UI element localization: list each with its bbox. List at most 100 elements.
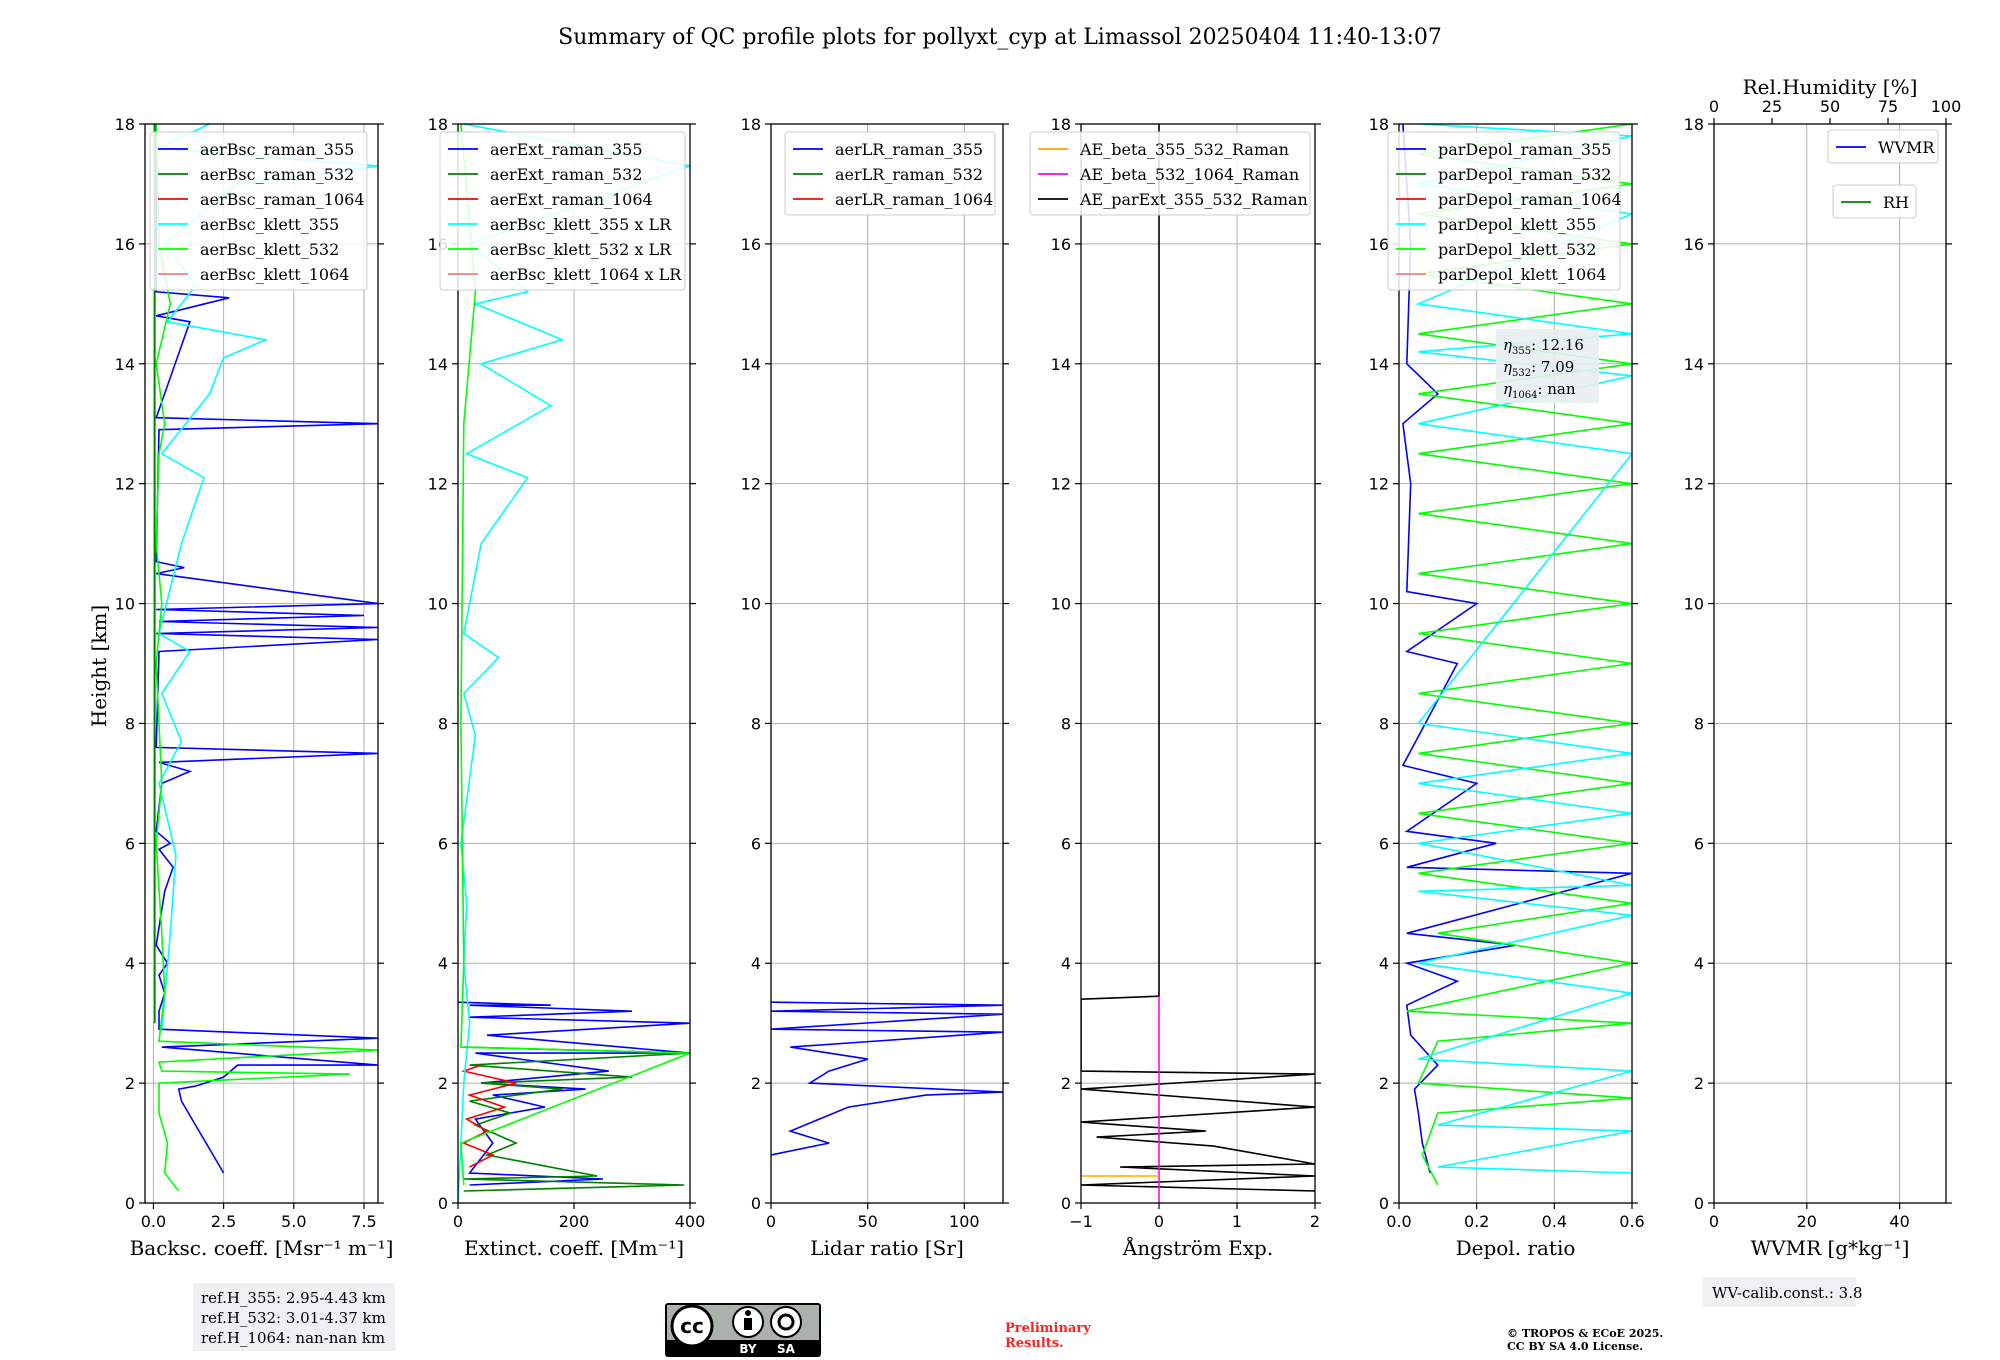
series-group	[1401, 124, 1632, 1186]
top-tick-label: 50	[1820, 97, 1840, 116]
wv-calib-box	[1703, 1277, 1856, 1307]
y-tick-label: 10	[428, 595, 448, 614]
axes-frame	[144, 123, 379, 1204]
legend-entry: AE_beta_355_532_Raman	[1079, 140, 1289, 159]
top-tick-label: 25	[1762, 97, 1782, 116]
y-tick-label: 6	[1694, 834, 1704, 853]
legend-entry: aerBsc_klett_532 x LR	[490, 240, 672, 259]
y-tick-label: 18	[1369, 115, 1389, 134]
y-tick-label: 0	[438, 1194, 448, 1213]
top-tick-label: 75	[1878, 97, 1898, 116]
x-tick-label: 1	[1232, 1212, 1242, 1231]
ref-heights-box	[193, 1283, 395, 1351]
series-parDepol_klett_355	[1415, 124, 1632, 1174]
y-tick-label: 0	[1379, 1194, 1389, 1213]
y-tick-label: 2	[1061, 1074, 1071, 1093]
eta-box	[1496, 329, 1599, 403]
y-tick-label: 16	[115, 235, 135, 254]
top-tick-label: 0	[1709, 97, 1719, 116]
axes-frame	[1080, 123, 1316, 1204]
y-tick-label: 8	[125, 714, 135, 733]
y-tick-label: 14	[1051, 355, 1071, 374]
x-tick-label: 0.6	[1619, 1212, 1644, 1231]
x-tick-label: 0	[1154, 1212, 1164, 1231]
x-tick-label: 400	[675, 1212, 706, 1231]
y-tick-label: 8	[1061, 714, 1071, 733]
eta-532: η532: 7.09	[1503, 358, 1574, 379]
axes-frame	[1713, 123, 1947, 1204]
y-tick-label: 10	[1684, 595, 1704, 614]
x-axis-label: WVMR [g*kg⁻¹]	[1751, 1236, 1910, 1260]
series-group	[1081, 124, 1315, 1203]
panel-lr: 0 50 100 0 2 4 6 8 10 12 14 16 18 Lidar ratio [Sr] aer…	[741, 115, 1009, 1260]
top-axis-label: Rel.Humidity [%]	[1743, 75, 1918, 99]
preliminary-note-2: Results.	[1005, 1336, 1064, 1351]
y-tick-label: 8	[751, 714, 761, 733]
legend-entry: WVMR	[1878, 138, 1935, 157]
series-group	[771, 1001, 1003, 1156]
legend-box	[784, 131, 996, 216]
y-tick-label: 10	[741, 595, 761, 614]
y-tick-label: 4	[125, 954, 135, 973]
y-tick-label: 12	[741, 475, 761, 494]
legend-entry: aerExt_raman_532	[490, 165, 643, 184]
y-tick-label: 8	[1379, 714, 1389, 733]
eta-1064: η1064: nan	[1503, 380, 1576, 401]
y-tick-label: 12	[1684, 475, 1704, 494]
x-tick-label: 100	[949, 1212, 980, 1231]
legend-entry: aerBsc_raman_355	[200, 140, 354, 159]
legend-entry: aerExt_raman_1064	[490, 190, 653, 209]
series-group	[458, 124, 690, 1203]
y-tick-label: 12	[115, 475, 135, 494]
y-tick-label: 14	[428, 355, 448, 374]
preliminary-note-1: Preliminary	[1005, 1321, 1091, 1336]
x-axis-label: Depol. ratio	[1456, 1236, 1576, 1260]
legend-entry: aerBsc_raman_532	[200, 165, 354, 184]
wv-calib-const: WV-calib.const.: 3.8	[1712, 1284, 1863, 1302]
x-tick-label: 0.0	[141, 1212, 166, 1231]
panel-bsc: 0.0 2.5 5.0 7.5 0 2 4 6 8 10 12 14 16 18 Backsc. coeff…	[115, 115, 394, 1260]
cc-sa-label: SA	[777, 1342, 796, 1356]
x-tick-label: −1	[1069, 1212, 1093, 1231]
y-tick-label: 4	[1694, 954, 1704, 973]
legend-entry: aerBsc_klett_355 x LR	[490, 215, 672, 234]
y-tick-label: 2	[1379, 1074, 1389, 1093]
y-tick-label: 8	[1694, 714, 1704, 733]
legend-box	[439, 131, 686, 291]
ref-height-355: ref.H_355: 2.95-4.43 km	[201, 1289, 386, 1307]
x-axis-label: Lidar ratio [Sr]	[810, 1236, 964, 1260]
legend-box	[1029, 131, 1311, 216]
legend-entry: aerBsc_klett_532	[200, 240, 339, 259]
y-tick-label: 4	[438, 954, 448, 973]
x-tick-label: 50	[857, 1212, 877, 1231]
sa-share-icon	[770, 1306, 802, 1338]
axes-frame	[1398, 123, 1633, 1204]
cc-license-badge: cc BY SA	[665, 1303, 821, 1357]
y-tick-label: 12	[1051, 475, 1071, 494]
legend-entry: parDepol_klett_1064	[1438, 265, 1607, 284]
panel-wv: 0 20 40 0 2 4 6 8 10 12 14 16 18 WVMR [g*kg⁻¹] 0 25 50 75…	[1684, 75, 1962, 1260]
series-aerExt_raman_532	[463, 1046, 690, 1192]
series-AE_parExt_355_532_Raman	[1081, 124, 1315, 1192]
legend-box	[149, 131, 368, 291]
y-tick-label: 18	[741, 115, 761, 134]
cc-icon	[670, 1304, 714, 1348]
x-tick-label: 2.5	[211, 1212, 236, 1231]
axes-frame	[770, 123, 1004, 1204]
y-tick-label: 6	[751, 834, 761, 853]
y-tick-label: 0	[125, 1194, 135, 1213]
x-tick-label: 7.5	[351, 1212, 376, 1231]
y-tick-label: 16	[1051, 235, 1071, 254]
eta-355: η355: 12.16	[1503, 336, 1584, 357]
y-tick-label: 18	[1684, 115, 1704, 134]
x-tick-label: 0	[1709, 1212, 1719, 1231]
y-axis-label: Height [km]	[87, 605, 111, 727]
ref-height-532: ref.H_532: 3.01-4.37 km	[201, 1309, 386, 1327]
y-tick-label: 10	[115, 595, 135, 614]
x-tick-label: 0	[453, 1212, 463, 1231]
y-tick-label: 12	[1369, 475, 1389, 494]
ref-height-1064: ref.H_1064: nan-nan km	[201, 1329, 385, 1347]
legend-entry: aerExt_raman_355	[490, 140, 643, 159]
series-aerLR_raman_355	[771, 1001, 1003, 1156]
